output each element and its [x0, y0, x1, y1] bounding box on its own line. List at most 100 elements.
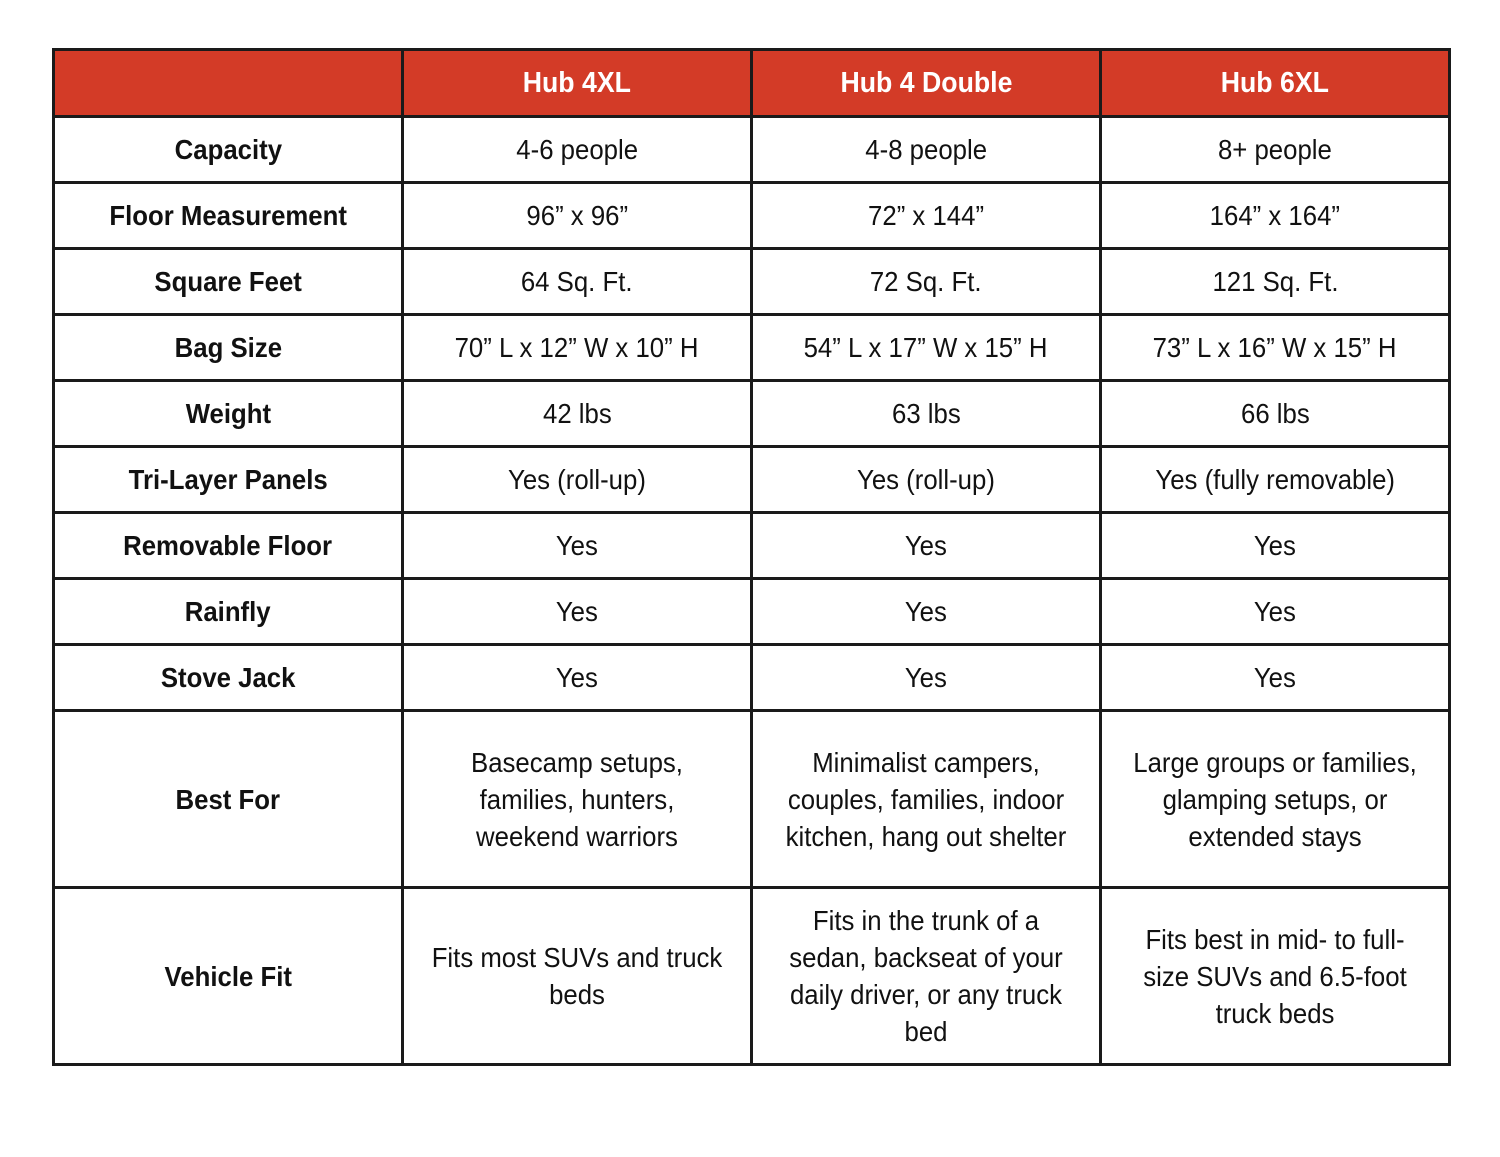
row-label: Floor Measurement — [52, 181, 404, 250]
value-cell: 4-6 people — [401, 115, 753, 184]
table-row: Floor Measurement 96” x 96” 72” x 144” 164”… — [52, 181, 1451, 250]
cell-text: Capacity — [174, 134, 282, 165]
value-cell: 54” L x 17” W x 15” H — [750, 313, 1102, 382]
header-label: Hub 4 Double — [840, 66, 1012, 99]
value-cell: Yes — [750, 577, 1102, 646]
cell-text: Large groups or families, glamping setup… — [1133, 746, 1417, 852]
value-cell: Yes — [750, 511, 1102, 580]
row-label: Tri-Layer Panels — [52, 445, 404, 514]
value-cell: 164” x 164” — [1099, 181, 1451, 250]
row-label: Rainfly — [52, 577, 404, 646]
value-cell: Yes — [750, 643, 1102, 712]
cell-text: Fits most SUVs and truck beds — [431, 942, 723, 1010]
value-cell: Fits best in mid- to full-size SUVs and … — [1099, 886, 1451, 1066]
cell-text: Vehicle Fit — [164, 960, 292, 992]
value-cell: 73” L x 16” W x 15” H — [1099, 313, 1451, 382]
value-cell: Large groups or families, glamping setup… — [1099, 709, 1451, 889]
row-label: Vehicle Fit — [52, 886, 404, 1066]
cell-text: Yes — [1253, 596, 1297, 627]
value-cell: Yes (roll-up) — [401, 445, 753, 514]
cell-text: Weight — [185, 398, 271, 429]
cell-text: Yes (roll-up) — [508, 464, 646, 495]
cell-text: Basecamp setups, families, hunters, week… — [471, 746, 683, 852]
cell-text: 54” L x 17” W x 15” H — [804, 332, 1048, 363]
header-hub-4xl: Hub 4XL — [401, 48, 753, 118]
cell-text: Fits best in mid- to full-size SUVs and … — [1143, 923, 1407, 1029]
header-empty — [52, 48, 404, 118]
table-row: Weight 42 lbs 63 lbs 66 lbs — [52, 379, 1451, 448]
comparison-table: Hub 4XL Hub 4 Double Hub 6XL Capacity 4-6… — [52, 48, 1451, 1066]
row-label: Stove Jack — [52, 643, 404, 712]
cell-text: 4-6 people — [516, 134, 638, 165]
cell-text: Yes — [555, 530, 599, 561]
table-row: Best For Basecamp setups, families, hunte… — [52, 709, 1451, 889]
table-row: Tri-Layer Panels Yes (roll-up) Yes (roll-u… — [52, 445, 1451, 514]
cell-text: Yes (fully removable) — [1155, 464, 1395, 495]
value-cell: 96” x 96” — [401, 181, 753, 250]
value-cell: Yes — [401, 643, 753, 712]
cell-text: 73” L x 16” W x 15” H — [1153, 332, 1397, 363]
cell-text: Rainfly — [185, 596, 271, 627]
value-cell: Yes — [401, 577, 753, 646]
value-cell: 72 Sq. Ft. — [750, 247, 1102, 316]
value-cell: Fits in the trunk of a sedan, backseat o… — [750, 886, 1102, 1066]
value-cell: 4-8 people — [750, 115, 1102, 184]
cell-text: Yes — [904, 596, 948, 627]
cell-text: Yes (roll-up) — [857, 464, 995, 495]
cell-text: Stove Jack — [160, 662, 296, 693]
header-hub-4-double: Hub 4 Double — [750, 48, 1102, 118]
cell-text: 63 lbs — [891, 398, 961, 429]
value-cell: Minimalist campers, couples, families, i… — [750, 709, 1102, 889]
value-cell: 121 Sq. Ft. — [1099, 247, 1451, 316]
cell-text: Floor Measurement — [109, 200, 347, 231]
cell-text: Yes — [555, 596, 599, 627]
value-cell: 72” x 144” — [750, 181, 1102, 250]
value-cell: Yes (roll-up) — [750, 445, 1102, 514]
table-row: Rainfly Yes Yes Yes — [52, 577, 1451, 646]
cell-text: Minimalist campers, couples, families, i… — [785, 746, 1067, 852]
value-cell: 64 Sq. Ft. — [401, 247, 753, 316]
header-label: Hub 4XL — [522, 66, 632, 99]
value-cell: Yes — [1099, 511, 1451, 580]
cell-text: 72 Sq. Ft. — [870, 266, 982, 297]
cell-text: Yes — [904, 662, 948, 693]
cell-text: Fits in the trunk of a sedan, backseat o… — [789, 905, 1063, 1047]
value-cell: Basecamp setups, families, hunters, week… — [401, 709, 753, 889]
value-cell: Yes — [1099, 643, 1451, 712]
table-row: Bag Size 70” L x 12” W x 10” H 54” L x 17”… — [52, 313, 1451, 382]
table-row: Vehicle Fit Fits most SUVs and truck beds… — [52, 886, 1451, 1066]
table-row: Removable Floor Yes Yes Yes — [52, 511, 1451, 580]
cell-text: Yes — [1253, 662, 1297, 693]
cell-text: Tri-Layer Panels — [128, 464, 328, 495]
cell-text: 72” x 144” — [867, 200, 984, 231]
value-cell: 8+ people — [1099, 115, 1451, 184]
table-row: Capacity 4-6 people 4-8 people 8+ people — [52, 115, 1451, 184]
cell-text: 64 Sq. Ft. — [521, 266, 633, 297]
value-cell: 70” L x 12” W x 10” H — [401, 313, 753, 382]
row-label: Capacity — [52, 115, 404, 184]
value-cell: 63 lbs — [750, 379, 1102, 448]
row-label: Best For — [52, 709, 404, 889]
cell-text: 96” x 96” — [526, 200, 628, 231]
cell-text: Best For — [175, 783, 281, 815]
value-cell: 42 lbs — [401, 379, 753, 448]
cell-text: Square Feet — [154, 266, 302, 297]
cell-text: Yes — [904, 530, 948, 561]
value-cell: 66 lbs — [1099, 379, 1451, 448]
row-label: Bag Size — [52, 313, 404, 382]
cell-text: 8+ people — [1218, 134, 1332, 165]
row-label: Removable Floor — [52, 511, 404, 580]
header-hub-6xl: Hub 6XL — [1099, 48, 1451, 118]
cell-text: 42 lbs — [542, 398, 612, 429]
cell-text: 66 lbs — [1240, 398, 1310, 429]
row-label: Weight — [52, 379, 404, 448]
cell-text: Yes — [555, 662, 599, 693]
cell-text: 70” L x 12” W x 10” H — [455, 332, 699, 363]
value-cell: Fits most SUVs and truck beds — [401, 886, 753, 1066]
table-row: Square Feet 64 Sq. Ft. 72 Sq. Ft. 121 Sq. F… — [52, 247, 1451, 316]
value-cell: Yes — [401, 511, 753, 580]
cell-text: 121 Sq. Ft. — [1211, 266, 1339, 297]
cell-text: Yes — [1253, 530, 1297, 561]
cell-text: Bag Size — [174, 332, 282, 363]
cell-text: Removable Floor — [123, 530, 333, 561]
